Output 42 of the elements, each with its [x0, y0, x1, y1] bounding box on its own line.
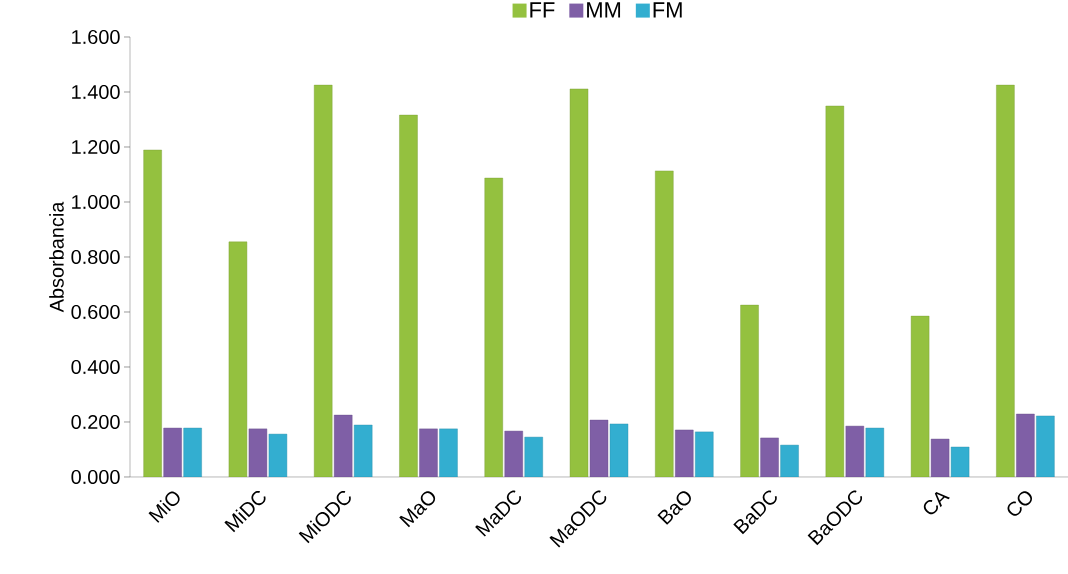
bar: [845, 425, 865, 477]
bar: [695, 431, 714, 477]
bar: [419, 428, 438, 477]
bar: [333, 414, 353, 477]
y-tick-label: 0.400: [71, 359, 120, 375]
bar: [865, 427, 885, 477]
bar: [740, 304, 759, 477]
y-tick-label: 1.400: [72, 84, 120, 100]
bar: [655, 170, 674, 477]
bar: [399, 114, 418, 477]
bar: [609, 423, 629, 477]
bar: [675, 429, 694, 477]
bar: [996, 84, 1015, 477]
bar: [353, 424, 373, 477]
x-tick-label: CO: [1007, 491, 1033, 516]
bar: [163, 427, 182, 477]
y-tick-label: 0.600: [71, 304, 120, 320]
y-tick-label: 1.600: [72, 29, 120, 45]
legend-label: MM: [587, 2, 621, 18]
bar: [1016, 413, 1035, 477]
y-tick-label: 0.800: [71, 249, 120, 265]
bar: [1036, 415, 1055, 477]
x-tick-label: CA: [923, 492, 950, 515]
y-tick-label: 0.200: [71, 414, 120, 430]
y-tick-label: 0.000: [71, 469, 120, 485]
legend-label: FM: [653, 2, 682, 18]
y-axis-title: Absorbancia: [49, 201, 64, 313]
x-tick-label: MiO: [148, 491, 180, 523]
bar: [439, 428, 458, 477]
bar: [524, 436, 543, 477]
bar: [268, 433, 288, 477]
y-tick-label: 1.200: [72, 139, 120, 155]
bar: [143, 149, 162, 477]
bar: [504, 430, 523, 477]
bar: [825, 105, 845, 477]
bar: [950, 446, 970, 477]
bar: [484, 177, 503, 477]
legend-label: FF: [530, 2, 555, 18]
bar: [314, 84, 333, 477]
bar: [780, 444, 799, 477]
bar: [183, 427, 202, 477]
y-tick-label: 1.000: [72, 194, 120, 210]
